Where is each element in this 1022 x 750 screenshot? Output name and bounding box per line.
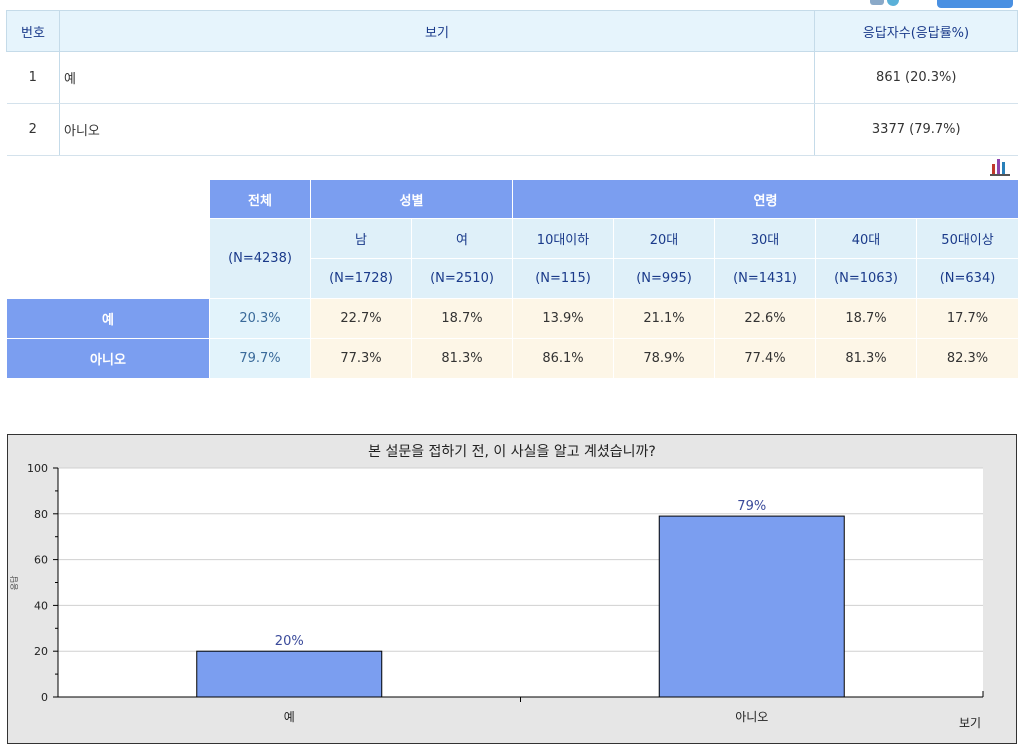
row-value: 13.9% xyxy=(512,298,615,339)
y-tick-label: 40 xyxy=(34,599,48,612)
row-value: 78.9% xyxy=(613,338,716,379)
y-tick-label: 80 xyxy=(34,508,48,521)
crosstab-table: 전체 성별 연령 (N=4238) 남 여 10대이하 20대 30대 40대 … xyxy=(6,179,1020,379)
row-option: 예 xyxy=(59,51,815,104)
subgroup-label: 40대 xyxy=(815,218,918,259)
subgroup-n: (N=634) xyxy=(916,258,1020,299)
row-value: 18.7% xyxy=(815,298,918,339)
table-row: 아니오 79.7% 77.3% 81.3% 86.1% 78.9% 77.4% … xyxy=(6,338,1020,379)
header-age: 연령 xyxy=(512,179,1020,219)
table-row: 1 예 861 (20.3%) xyxy=(6,51,1018,104)
row-value: 22.6% xyxy=(714,298,817,339)
table-row: 2 아니오 3377 (79.7%) xyxy=(6,103,1018,156)
y-tick-label: 100 xyxy=(27,462,48,475)
header-gender: 성별 xyxy=(309,179,514,219)
row-value: 77.4% xyxy=(714,338,817,379)
toolbar-icons xyxy=(870,0,1018,8)
row-label: 아니오 xyxy=(6,338,210,379)
print-icon[interactable] xyxy=(870,0,884,5)
header-count: 응답자수(응답률%) xyxy=(814,10,1018,52)
subgroup-n: (N=1728) xyxy=(310,258,412,299)
subgroup-label: 남 xyxy=(310,218,412,259)
chart-title: 본 설문을 접하기 전, 이 사실을 알고 계셨습니까? xyxy=(368,444,656,460)
question-table: 번호 보기 응답자수(응답률%) 1 예 861 (20.3%) 2 아니오 3… xyxy=(6,10,1018,156)
x-tick-label: 예 xyxy=(284,710,295,724)
bar xyxy=(658,515,845,698)
subgroup-label: 10대이하 xyxy=(512,218,615,259)
row-total: 79.7% xyxy=(209,338,311,379)
y-axis-label: 응답 xyxy=(9,575,19,590)
corner-blank xyxy=(6,179,210,299)
bar-data-label: 20% xyxy=(275,634,304,649)
row-value: 22.7% xyxy=(310,298,412,339)
row-total: 20.3% xyxy=(209,298,311,339)
subgroup-label: 50대이상 xyxy=(916,218,1020,259)
total-n: (N=4238) xyxy=(209,218,311,299)
bar xyxy=(196,650,383,698)
row-value: 81.3% xyxy=(815,338,918,379)
x-tick-labels: 예 아니오 xyxy=(284,691,984,724)
row-count: 861 (20.3%) xyxy=(814,51,1018,104)
row-value: 18.7% xyxy=(410,298,514,339)
subgroup-label: 20대 xyxy=(613,218,716,259)
y-tick-label: 60 xyxy=(34,554,48,567)
row-count: 3377 (79.7%) xyxy=(814,103,1018,156)
bar-chart: 20% 79% 0 20 40 60 80 100 예 아니오 본 설문을 접하기 전, 이 … xyxy=(7,434,1017,744)
header-num: 번호 xyxy=(6,10,60,52)
bars: 20% 79% xyxy=(196,499,845,698)
bar-data-label: 79% xyxy=(737,499,766,514)
row-value: 81.3% xyxy=(410,338,514,379)
row-option: 아니오 xyxy=(59,103,815,156)
globe-icon[interactable] xyxy=(887,0,899,6)
x-axis-label: 보기 xyxy=(959,716,981,730)
row-num: 1 xyxy=(6,51,60,104)
subgroup-n: (N=2510) xyxy=(410,258,514,299)
subgroup-n: (N=115) xyxy=(512,258,615,299)
subgroup-label: 여 xyxy=(410,218,514,259)
subgroup-n: (N=1063) xyxy=(815,258,918,299)
row-value: 77.3% xyxy=(310,338,412,379)
x-tick-label: 아니오 xyxy=(735,710,768,724)
subgroup-n: (N=1431) xyxy=(714,258,817,299)
subgroup-label: 30대 xyxy=(714,218,817,259)
subgroup-n: (N=995) xyxy=(613,258,716,299)
bar-chart-svg: 20% 79% 0 20 40 60 80 100 예 아니오 본 설문을 접하기 전, 이 … xyxy=(9,444,984,730)
header-total: 전체 xyxy=(209,179,311,219)
question-table-header: 번호 보기 응답자수(응답률%) xyxy=(6,10,1018,52)
row-value: 21.1% xyxy=(613,298,716,339)
y-tick-label: 20 xyxy=(34,645,48,658)
y-tick-labels: 0 20 40 60 80 100 xyxy=(27,462,58,704)
chart-toggle-icon[interactable] xyxy=(990,156,1010,176)
action-button[interactable] xyxy=(937,0,1013,8)
row-label: 예 xyxy=(6,298,210,339)
row-value: 17.7% xyxy=(916,298,1020,339)
row-value: 86.1% xyxy=(512,338,615,379)
y-tick-label: 0 xyxy=(41,691,48,704)
row-num: 2 xyxy=(6,103,60,156)
row-value: 82.3% xyxy=(916,338,1020,379)
header-option: 보기 xyxy=(59,10,815,52)
table-row: 예 20.3% 22.7% 18.7% 13.9% 21.1% 22.6% 18… xyxy=(6,298,1020,339)
